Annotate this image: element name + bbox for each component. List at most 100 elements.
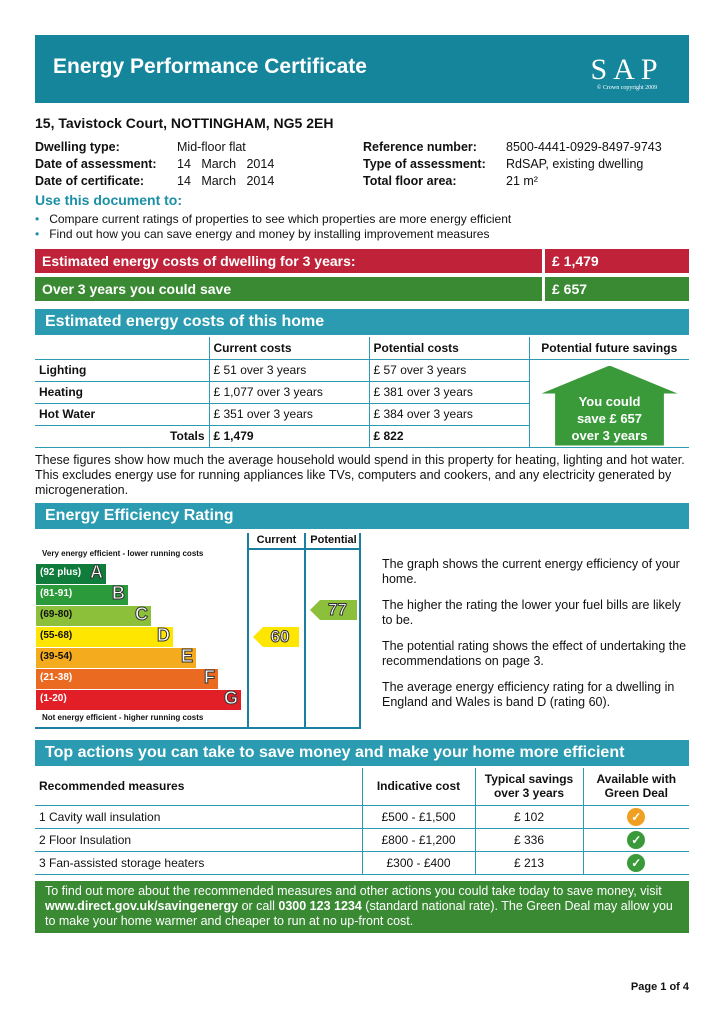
rating-section-title: Energy Efficiency Rating (35, 503, 689, 529)
value: 14 March 2014 (177, 157, 275, 171)
paragraph: The higher the rating the lower your fue… (382, 598, 681, 627)
sap-logo: SAP © Crown copyright 2009 (581, 41, 673, 99)
cell: £ 213 (474, 851, 583, 875)
bullet: Find out how you can save energy and mon… (49, 227, 490, 241)
th (35, 337, 209, 360)
table-row: 3 Fan-assisted storage heaters £300 - £40… (35, 851, 689, 875)
totals-row: Totals £ 1,479 £ 822 (35, 425, 689, 448)
bottom-label: Not energy efficient - higher running co… (42, 713, 204, 722)
band-range: (81-91) (40, 588, 73, 599)
savings-cell: You could save £ 657 over 3 years (528, 359, 689, 448)
website-link[interactable]: www.direct.gov.uk/savingenergy (45, 899, 239, 913)
use-bullets: • Compare current ratings of properties … (35, 212, 512, 241)
cell: £ 351 over 3 years (208, 403, 369, 426)
value: 14 March 2014 (177, 174, 275, 188)
cell: Hot Water (35, 403, 209, 426)
top-label: Very energy efficient - lower running co… (42, 549, 204, 558)
copyright: © Crown copyright 2009 (596, 85, 658, 91)
band-f: (21-38) F (36, 667, 218, 689)
table-row: 1 Cavity wall insulation £500 - £1,500 £ 1… (35, 805, 689, 829)
band-letter: B (112, 583, 126, 604)
cell: £300 - £400 (361, 851, 475, 875)
green-check-icon: ✓ (627, 853, 646, 872)
cell: £ 57 over 3 years (368, 359, 529, 382)
green-check-icon: ✓ (627, 830, 646, 849)
band-a: (92 plus) A (36, 562, 106, 584)
save-bar-label: Over 3 years you could save (35, 277, 542, 301)
th: Potential costs (368, 337, 529, 360)
address: 15, Tavistock Court, NOTTINGHAM, NG5 2EH (35, 115, 334, 131)
cell: 3 Fan-assisted storage heaters (35, 851, 362, 875)
value: 21 m² (506, 174, 538, 188)
th: Current costs (208, 337, 369, 360)
page-number: Page 1 of 4 (630, 981, 689, 993)
col-potential: Potential (310, 534, 357, 546)
table-row: Heating £ 1,077 over 3 years £ 381 over 3 … (35, 381, 689, 404)
potential-rating-arrow: 77 (310, 600, 357, 620)
th: Indicative cost (361, 768, 475, 806)
save-bar-value: £ 657 (545, 277, 689, 301)
band-c: (69-80) C (36, 604, 151, 626)
band-letter: E (180, 646, 193, 667)
cell: £ 1,479 (208, 425, 369, 448)
label: Total floor area: (363, 174, 457, 188)
cell: £800 - £1,200 (361, 828, 475, 852)
cell: £500 - £1,500 (361, 805, 475, 829)
cell: £ 336 (474, 828, 583, 852)
table-row: 2 Floor Insulation £800 - £1,200 £ 336 ✓ (35, 828, 689, 852)
band-g: (1-20) G (36, 688, 241, 710)
green-deal-info: To find out more about the recommended m… (35, 881, 689, 933)
band-range: (39-54) (40, 651, 73, 662)
cell: 1 Cavity wall insulation (35, 805, 362, 829)
cell: £ 102 (474, 805, 583, 829)
costs-section-title: Estimated energy costs of this home (35, 309, 689, 335)
costs-note: These figures show how much the average … (35, 453, 685, 497)
label: Date of assessment: (35, 157, 157, 171)
actions-section-title: Top actions you can take to save money a… (35, 740, 689, 766)
band-letter: G (223, 688, 238, 709)
th: Available with Green Deal (582, 768, 689, 806)
rating-explanation: The graph shows the current energy effic… (382, 557, 692, 710)
phone-number: 0300 123 1234 (278, 899, 362, 913)
band-range: (55-68) (40, 630, 73, 641)
paragraph: The potential rating shows the effect of… (382, 639, 687, 668)
sap-logo-text: SAP (590, 53, 664, 86)
band-b: (81-91) B (36, 583, 128, 605)
band-range: (69-80) (40, 609, 73, 620)
band-letter: F (204, 667, 216, 688)
band-letter: C (135, 604, 149, 625)
header-banner: Energy Performance Certificate SAP © Cro… (35, 35, 689, 103)
cell: Heating (35, 381, 209, 404)
rating-columns: Current Potential (247, 533, 361, 727)
th: Recommended measures (35, 768, 362, 806)
table-row: Hot Water £ 351 over 3 years £ 384 over 3 … (35, 403, 689, 426)
col-current: Current (256, 534, 297, 546)
costs-bar-value: £ 1,479 (545, 249, 689, 273)
value: Mid-floor flat (177, 140, 246, 154)
orange-check-icon: ✓ (627, 807, 646, 826)
label: Date of certificate: (35, 174, 145, 188)
bullet: Compare current ratings of properties to… (49, 212, 512, 226)
cell: £ 822 (368, 425, 529, 448)
paragraph: The average energy efficiency rating for… (382, 680, 675, 709)
value: 8500-4441-0929-8497-9743 (506, 140, 662, 154)
cell: £ 381 over 3 years (368, 381, 529, 404)
band-range: (21-38) (40, 672, 73, 683)
details-left: Dwelling type: Mid-floor flat Date of ass… (35, 139, 274, 190)
savings-text: You could save £ 657 over 3 years (571, 393, 648, 443)
cell: £ 1,077 over 3 years (208, 381, 369, 404)
band-range: (1-20) (40, 693, 67, 704)
value: RdSAP, existing dwelling (506, 157, 644, 171)
cell: £ 384 over 3 years (368, 403, 529, 426)
label: Dwelling type: (35, 140, 120, 154)
band-d: (55-68) D (36, 625, 173, 647)
cell: 2 Floor Insulation (35, 828, 362, 852)
actions-table: Recommended measures Indicative cost Typic… (35, 768, 689, 875)
cell: Lighting (35, 359, 209, 382)
band-letter: D (157, 625, 171, 646)
band-e: (39-54) E (36, 646, 196, 668)
costs-table: Current costs Potential costs Potential fu… (35, 337, 689, 448)
cell: Totals (35, 425, 209, 448)
table-row: Lighting £ 51 over 3 years £ 57 over 3 yea… (35, 359, 689, 448)
text: (standard national rate). The Green Deal… (45, 899, 673, 928)
